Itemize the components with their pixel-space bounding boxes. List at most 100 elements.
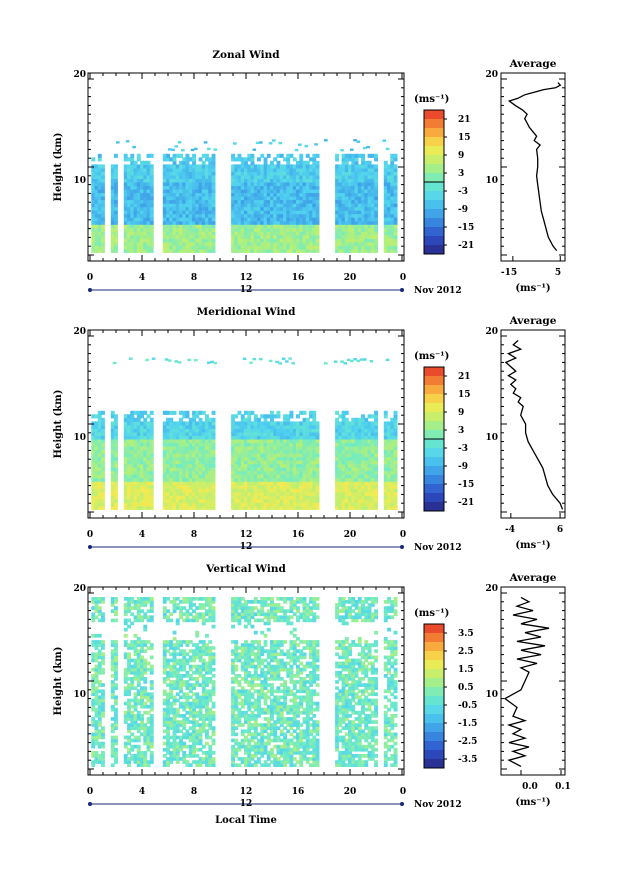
heatmap-cell bbox=[344, 196, 349, 201]
heatmap-cell bbox=[299, 488, 304, 493]
heatmap-cell bbox=[143, 160, 148, 165]
heatmap-cell bbox=[341, 488, 346, 493]
heatmap-cell bbox=[213, 148, 218, 151]
heatmap-cell bbox=[169, 449, 174, 454]
heatmap-cell bbox=[286, 167, 291, 172]
heatmap-cell bbox=[273, 241, 278, 246]
heatmap-cell bbox=[266, 217, 271, 222]
heatmap-cell bbox=[279, 217, 284, 222]
heatmap-cell bbox=[140, 597, 144, 601]
heatmap-cell bbox=[390, 467, 395, 472]
heatmap-cell bbox=[340, 149, 344, 152]
heatmap-cell bbox=[172, 160, 177, 165]
heatmap-cell bbox=[279, 484, 284, 489]
heatmap-cell bbox=[188, 167, 193, 172]
heatmap-cell bbox=[114, 741, 118, 746]
heatmap-cell bbox=[344, 231, 349, 236]
heatmap-cell bbox=[299, 439, 304, 444]
heatmap-cell bbox=[299, 446, 304, 451]
heatmap-cell bbox=[175, 428, 180, 433]
heatmap-cell bbox=[149, 185, 154, 190]
heatmap-cell bbox=[188, 498, 193, 503]
heatmap-cell bbox=[201, 199, 206, 204]
heatmap-cell bbox=[198, 428, 203, 433]
heatmap-cell bbox=[101, 439, 105, 444]
heatmap-cell bbox=[390, 192, 395, 197]
heatmap-cell bbox=[240, 210, 245, 215]
heatmap-cell bbox=[143, 692, 148, 697]
heatmap-cell bbox=[114, 185, 118, 190]
heatmap-cell bbox=[253, 446, 258, 451]
heatmap-cell bbox=[101, 491, 105, 496]
heatmap-cell bbox=[350, 148, 354, 151]
heatmap-cell bbox=[289, 192, 294, 197]
heatmap-cell bbox=[133, 467, 138, 472]
heatmap-cell bbox=[91, 470, 96, 475]
heatmap-cell bbox=[361, 456, 365, 461]
heatmap-cell bbox=[344, 428, 349, 433]
heatmap-cell bbox=[146, 646, 151, 650]
heatmap-cell bbox=[266, 431, 271, 436]
heatmap-cell bbox=[302, 192, 307, 197]
heatmap-cell bbox=[143, 680, 148, 684]
heatmap-cell bbox=[289, 185, 294, 190]
heatmap-cell bbox=[273, 199, 278, 204]
heatmap-cell bbox=[136, 714, 141, 718]
heatmap-cell bbox=[370, 206, 375, 211]
heatmap-cell bbox=[296, 224, 300, 229]
heatmap-cell bbox=[201, 174, 206, 179]
heatmap-cell bbox=[312, 234, 317, 239]
heatmap-cell bbox=[309, 498, 313, 503]
colorbar-swatch bbox=[424, 412, 444, 422]
heatmap-cell bbox=[250, 449, 255, 454]
heatmap-cell bbox=[179, 178, 183, 183]
heatmap-cell bbox=[130, 677, 135, 681]
heatmap-cell bbox=[166, 421, 170, 426]
heatmap-cell bbox=[143, 178, 148, 183]
heatmap-cell bbox=[179, 435, 183, 440]
heatmap-cell bbox=[133, 664, 138, 669]
heatmap-cell bbox=[172, 453, 177, 458]
heatmap-cell bbox=[110, 667, 115, 672]
heatmap-cell bbox=[364, 192, 369, 197]
heatmap-cell bbox=[338, 435, 343, 440]
heatmap-cell bbox=[231, 474, 235, 479]
heatmap-cell bbox=[101, 231, 105, 236]
heatmap-cell bbox=[205, 453, 209, 458]
heatmap-cell bbox=[114, 488, 118, 493]
heatmap-cell bbox=[279, 234, 284, 239]
heatmap-cell bbox=[286, 241, 291, 246]
heatmap-cell bbox=[247, 238, 252, 243]
heatmap-cell bbox=[201, 467, 206, 472]
heatmap-cell bbox=[383, 410, 388, 415]
heatmap-cell bbox=[266, 421, 271, 426]
heatmap-cell bbox=[94, 192, 99, 197]
heatmap-cell bbox=[123, 217, 128, 222]
heatmap-cell bbox=[240, 238, 245, 243]
heatmap-cell bbox=[162, 467, 167, 472]
colorbar-swatch bbox=[424, 218, 444, 228]
heatmap-cell bbox=[234, 210, 239, 215]
heatmap-cell bbox=[101, 757, 105, 761]
heatmap-cell bbox=[291, 362, 296, 365]
heatmap-cell bbox=[192, 178, 196, 183]
heatmap-cell bbox=[292, 502, 297, 507]
heatmap-cell bbox=[130, 157, 135, 162]
heatmap-cell bbox=[315, 231, 320, 236]
heatmap-cell bbox=[149, 495, 154, 500]
heatmap-cell bbox=[114, 224, 118, 229]
heatmap-cell bbox=[133, 606, 138, 610]
heatmap-cell bbox=[305, 224, 310, 229]
heatmap-cell bbox=[208, 238, 213, 243]
heatmap-cell bbox=[244, 431, 248, 436]
heatmap-cell bbox=[361, 498, 365, 503]
heatmap-cell bbox=[348, 463, 352, 468]
heatmap-cell bbox=[374, 463, 378, 468]
heatmap-cell bbox=[302, 435, 307, 440]
heatmap-cell bbox=[234, 203, 239, 208]
heatmap-cell bbox=[140, 428, 144, 433]
heatmap-cell bbox=[344, 463, 349, 468]
heatmap-cell bbox=[208, 167, 213, 172]
heatmap-cell bbox=[127, 707, 131, 712]
heatmap-cell bbox=[270, 182, 274, 187]
